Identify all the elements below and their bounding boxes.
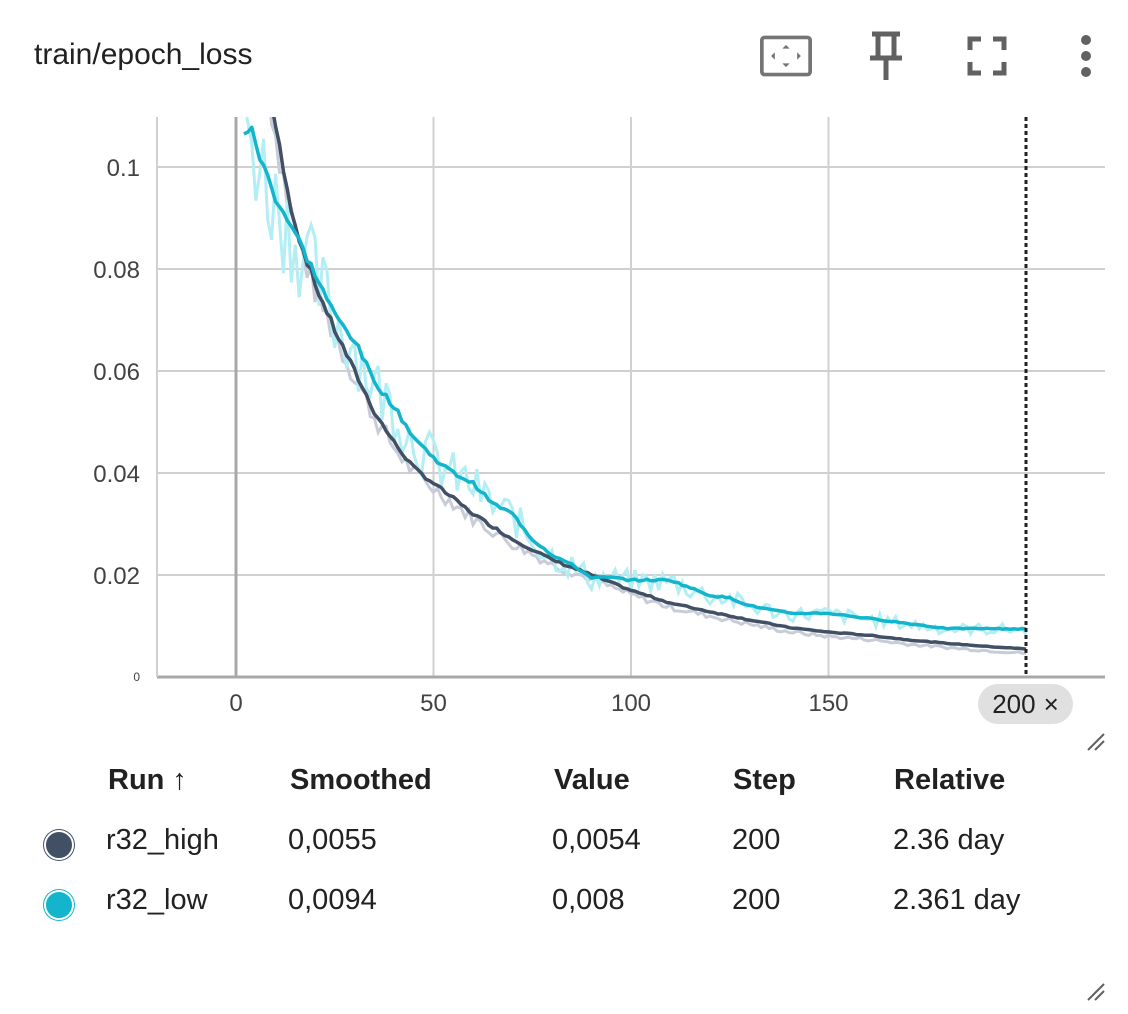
y-tick-label: 0.04	[93, 461, 140, 488]
step-value: 200	[732, 884, 781, 916]
header-smoothed[interactable]: Smoothed	[290, 764, 432, 796]
y-tick-label: 0.1	[107, 155, 140, 182]
run-name: r32_high	[106, 824, 219, 856]
step-chip[interactable]: 200 ×	[978, 684, 1073, 724]
y-tick-label: 0.06	[93, 359, 140, 386]
more-vert-icon	[1081, 35, 1091, 77]
x-tick-label: 50	[420, 690, 447, 717]
line-chart[interactable]: 0 0.02 0.04 0.06 0.08 0.1 0 50 100 150	[0, 0, 1128, 740]
step-chip-label: 200	[992, 688, 1036, 719]
resize-handle-icon[interactable]	[1086, 982, 1106, 1002]
header-step[interactable]: Step	[733, 764, 796, 796]
smoothed-line-r32_low	[243, 125, 1027, 632]
more-options-button[interactable]	[1060, 30, 1112, 82]
run-color-dot	[44, 830, 74, 860]
fit-domain-icon	[760, 35, 812, 77]
step-value: 200	[732, 824, 781, 856]
relative-time: 2.36 day	[893, 824, 1005, 856]
plot-area	[243, 117, 1028, 655]
raw-value: 0,0054	[552, 824, 641, 856]
run-color-dot	[44, 890, 74, 920]
run-name: r32_low	[106, 884, 208, 916]
y-tick-label: 0	[133, 670, 140, 684]
smoothed-value: 0,0055	[288, 824, 377, 856]
pin-button[interactable]	[860, 30, 912, 82]
raw-line-r32_low	[245, 117, 1028, 638]
fit-domain-button[interactable]	[760, 30, 812, 82]
fullscreen-icon	[967, 36, 1007, 76]
x-tick-label: 100	[611, 690, 651, 717]
card-title: train/epoch_loss	[34, 38, 253, 71]
close-icon[interactable]: ×	[1043, 688, 1059, 719]
header-run[interactable]: Run ↑	[108, 764, 187, 796]
smoothed-value: 0,0094	[288, 884, 377, 916]
y-tick-label: 0.02	[93, 563, 140, 590]
fullscreen-button[interactable]	[961, 30, 1013, 82]
header-value[interactable]: Value	[554, 764, 630, 796]
x-tick-label: 150	[808, 690, 848, 717]
raw-line-r32_high	[269, 117, 1026, 655]
y-tick-label: 0.08	[93, 257, 140, 284]
x-tick-label: 0	[229, 690, 242, 717]
relative-time: 2.361 day	[893, 884, 1021, 916]
raw-value: 0,008	[552, 884, 625, 916]
pin-icon	[870, 31, 902, 80]
resize-handle-icon[interactable]	[1086, 732, 1106, 752]
smoothed-line-r32_high	[272, 117, 1027, 651]
header-relative[interactable]: Relative	[894, 764, 1006, 796]
